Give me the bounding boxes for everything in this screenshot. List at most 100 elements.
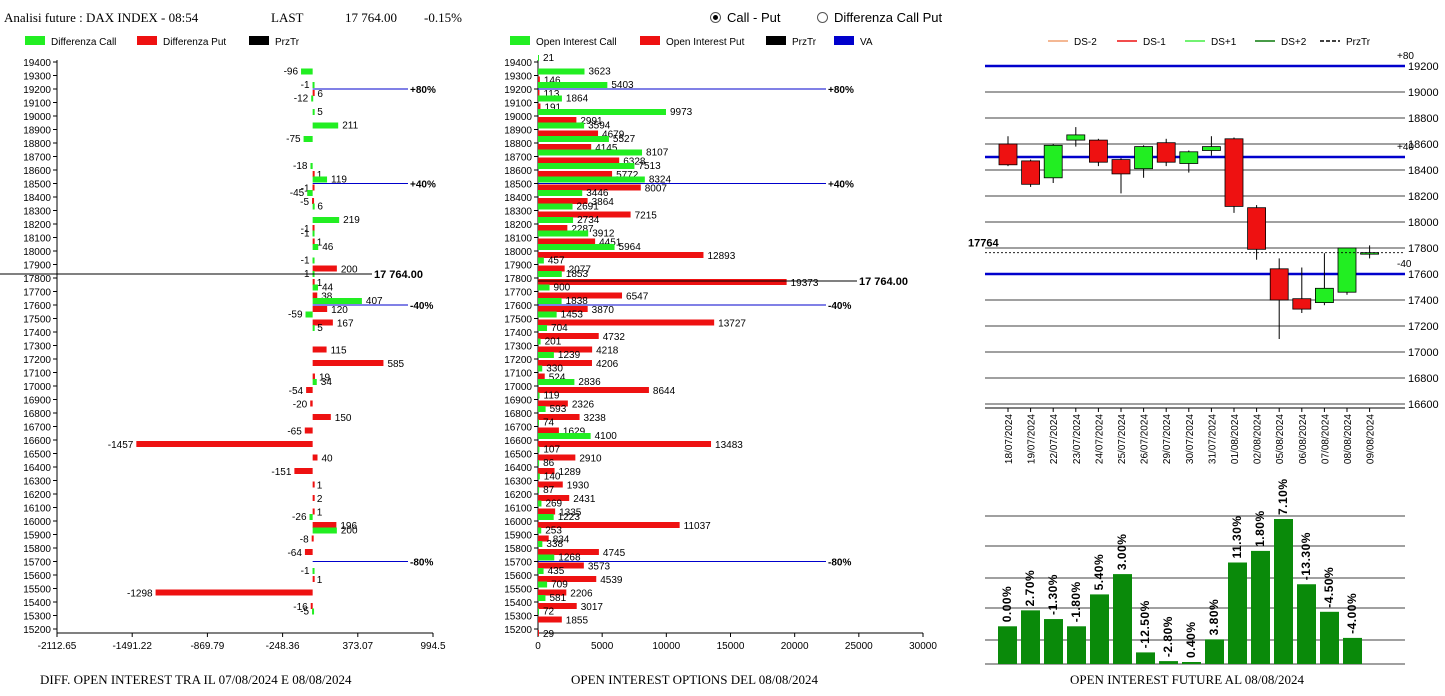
call-diff-bar bbox=[311, 95, 314, 102]
put-oi-label: 834 bbox=[553, 535, 570, 546]
call-diff-label: 5 bbox=[317, 323, 323, 334]
y-tick-label: 19200 bbox=[504, 85, 532, 96]
y-tick-label: 17800 bbox=[504, 274, 532, 285]
put-diff-label: 40 bbox=[321, 454, 333, 465]
legend-swatch bbox=[766, 36, 786, 45]
x-tick-label: -1491.22 bbox=[112, 641, 152, 652]
call-oi-label: 8324 bbox=[649, 175, 672, 186]
call-diff-label: -1 bbox=[301, 256, 310, 267]
call-diff-label: 407 bbox=[366, 296, 383, 307]
va-line-label: +40% bbox=[828, 180, 854, 191]
call-oi-label: 704 bbox=[551, 323, 568, 334]
put-diff-bar bbox=[312, 508, 315, 515]
put-oi-label: 2991 bbox=[580, 116, 603, 127]
change-percent: -0.15% bbox=[424, 10, 462, 25]
put-diff-label: 1 bbox=[317, 575, 323, 586]
legend-label: PrzTr bbox=[792, 37, 817, 48]
put-oi-bar bbox=[538, 306, 588, 312]
call-diff-bar bbox=[307, 190, 313, 196]
y-tick-label: 17800 bbox=[1408, 243, 1439, 255]
put-diff-label: 38 bbox=[321, 292, 333, 303]
call-oi-bar bbox=[538, 419, 539, 426]
radio-diff-call-put[interactable]: Differenza Call Put bbox=[817, 10, 942, 25]
candle-body bbox=[1224, 138, 1244, 207]
y-tick-label: 15200 bbox=[504, 625, 532, 636]
radio-diff-label: Differenza Call Put bbox=[834, 10, 943, 25]
call-oi-label: 2691 bbox=[577, 202, 600, 213]
y-tick-label: 19200 bbox=[1408, 61, 1439, 73]
call-diff-bar bbox=[312, 325, 315, 331]
call-oi-bar bbox=[538, 473, 540, 480]
put-diff-label: 1 bbox=[317, 170, 323, 181]
legend-swatch bbox=[137, 36, 157, 45]
call-diff-label: 219 bbox=[343, 215, 360, 226]
call-oi-label: 5964 bbox=[619, 242, 642, 253]
y-tick-label: 17500 bbox=[504, 315, 532, 326]
put-diff-label: 150 bbox=[335, 413, 352, 424]
future-oi-label: -1.80% bbox=[1069, 581, 1083, 622]
x-tick-label: 29/07/2024 bbox=[1162, 414, 1173, 464]
x-tick-label: 25000 bbox=[845, 641, 873, 652]
put-diff-label: -8 bbox=[300, 535, 309, 546]
radio-unselected-icon[interactable] bbox=[817, 12, 828, 23]
legend-swatch bbox=[25, 36, 45, 45]
y-tick-label: 16000 bbox=[504, 517, 532, 528]
put-oi-bar bbox=[538, 562, 584, 569]
candle-body bbox=[1247, 207, 1266, 250]
call-oi-bar bbox=[538, 298, 562, 304]
put-oi-bar bbox=[538, 76, 540, 83]
put-diff-label: 2 bbox=[317, 494, 323, 505]
call-diff-bar bbox=[301, 68, 313, 75]
put-diff-bar bbox=[312, 414, 331, 420]
call-oi-bar bbox=[538, 230, 589, 237]
x-tick-label: 02/08/2024 bbox=[1253, 414, 1264, 464]
call-oi-label: 74 bbox=[543, 418, 555, 429]
call-diff-bar bbox=[303, 136, 313, 142]
y-tick-label: 16300 bbox=[504, 477, 532, 488]
put-oi-label: 13483 bbox=[715, 440, 743, 451]
x-tick-label: 30000 bbox=[909, 641, 937, 652]
y-tick-label: 15800 bbox=[504, 544, 532, 555]
call-oi-label: 1853 bbox=[566, 269, 589, 280]
put-oi-bar bbox=[538, 508, 556, 515]
future-oi-bar bbox=[1343, 637, 1362, 664]
y-tick-label: 18300 bbox=[23, 207, 51, 218]
radio-selected-icon[interactable] bbox=[710, 12, 721, 23]
put-diff-bar bbox=[312, 171, 315, 177]
call-oi-label: 4100 bbox=[595, 431, 618, 442]
put-diff-bar bbox=[312, 495, 315, 501]
put-diff-label: 1 bbox=[317, 481, 323, 492]
call-oi-label: 581 bbox=[549, 593, 566, 604]
future-oi-label: -12.50% bbox=[1138, 600, 1152, 648]
put-diff-bar bbox=[312, 198, 315, 204]
x-tick-label: 06/08/2024 bbox=[1298, 414, 1309, 464]
y-tick-label: 16700 bbox=[23, 423, 51, 434]
candle-body bbox=[1089, 139, 1108, 163]
call-diff-bar bbox=[312, 527, 337, 534]
put-diff-label: -16 bbox=[293, 602, 308, 613]
y-tick-label: 17100 bbox=[23, 369, 51, 380]
candle-body bbox=[1179, 151, 1199, 164]
put-oi-bar bbox=[538, 144, 592, 150]
put-oi-bar bbox=[538, 319, 715, 326]
y-tick-label: 16700 bbox=[504, 423, 532, 434]
call-oi-label: 2836 bbox=[578, 377, 601, 388]
y-tick-label: 15400 bbox=[23, 598, 51, 609]
y-tick-label: 17300 bbox=[23, 342, 51, 353]
call-oi-label: 253 bbox=[545, 526, 562, 537]
call-oi-bar bbox=[538, 257, 544, 264]
call-diff-label: 44 bbox=[322, 283, 334, 294]
radio-call-put[interactable]: Call - Put bbox=[710, 10, 780, 25]
put-diff-label: 115 bbox=[331, 346, 347, 357]
x-tick-label: -869.79 bbox=[190, 641, 224, 652]
put-diff-bar bbox=[310, 603, 313, 609]
call-oi-bar bbox=[538, 149, 643, 156]
put-diff-bar bbox=[312, 306, 328, 312]
y-tick-label: 16800 bbox=[1408, 373, 1439, 385]
call-oi-label: 9973 bbox=[670, 107, 693, 118]
put-diff-label: 1 bbox=[317, 238, 323, 249]
y-tick-label: 17000 bbox=[504, 382, 532, 393]
put-oi-label: 4206 bbox=[596, 359, 619, 370]
future-oi-bar bbox=[1205, 639, 1224, 664]
put-diff-label: 585 bbox=[387, 359, 404, 370]
